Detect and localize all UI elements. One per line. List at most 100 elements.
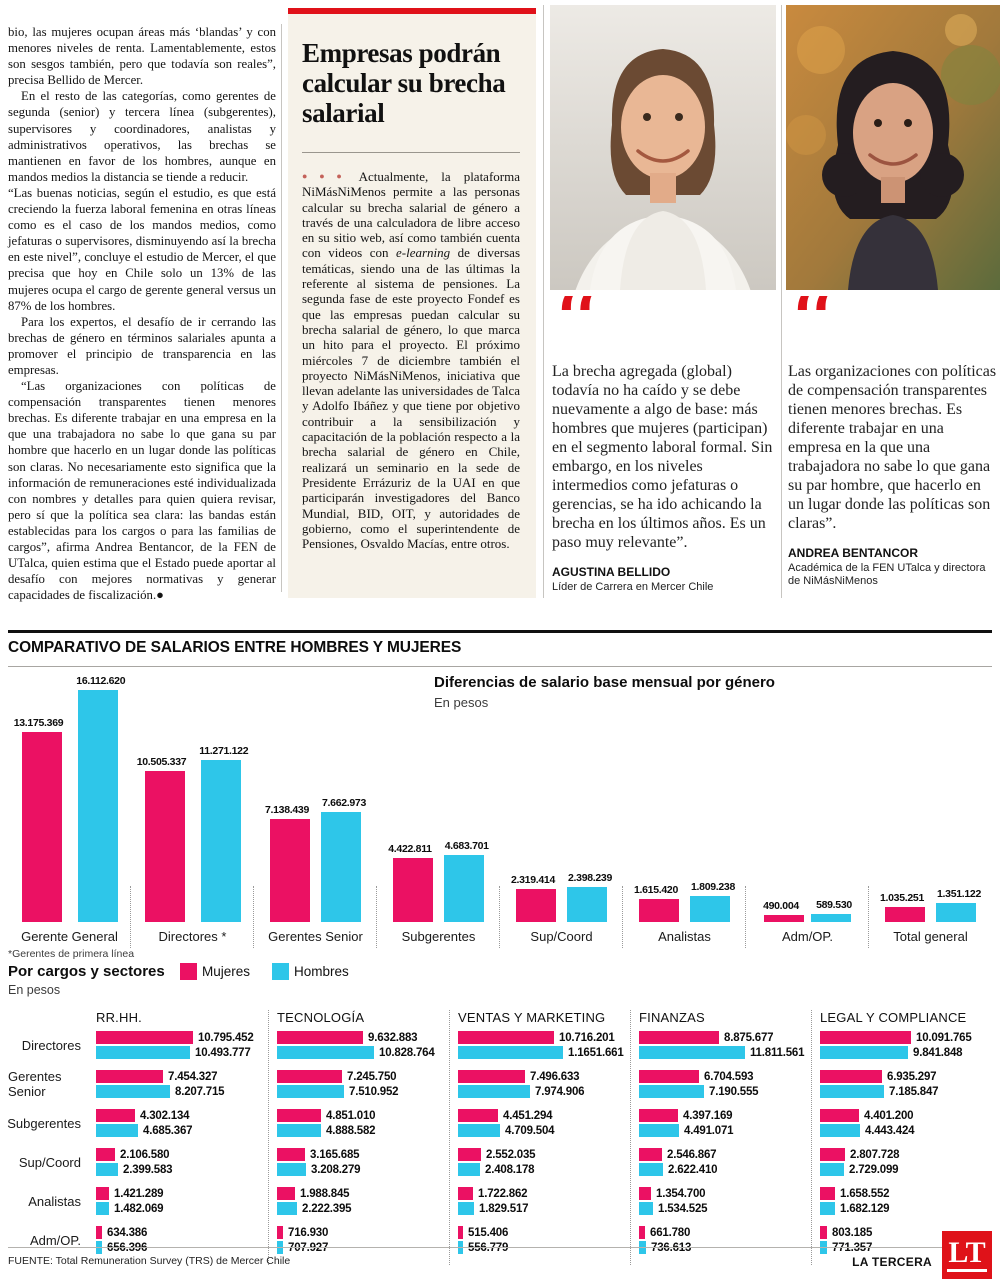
bar-value-label: 3.208.279 bbox=[311, 1163, 361, 1176]
bar-group: 1.615.420 1.809.238 Analistas bbox=[623, 688, 746, 948]
bar-mujeres bbox=[458, 1070, 525, 1083]
category-label: Sup/Coord bbox=[530, 929, 593, 944]
bar-pair: 4.451.294 4.709.504 bbox=[458, 1109, 630, 1137]
portrait-illustration bbox=[550, 5, 776, 290]
bar-pair: 7.496.633 7.974.906 bbox=[458, 1070, 630, 1098]
hbar-row: 8.875.677 bbox=[639, 1031, 811, 1044]
bar-hombres bbox=[820, 1163, 844, 1176]
bar-mujeres bbox=[277, 1226, 283, 1239]
sector-block-subtitle: En pesos bbox=[8, 983, 61, 997]
article-paragraph: “Las organizaciones con políticas de com… bbox=[8, 379, 276, 603]
infographic: COMPARATIVO DE SALARIOS ENTRE HOMBRES Y … bbox=[7, 630, 992, 1283]
bar-wrap: 1.809.238 bbox=[688, 881, 735, 922]
hbar-row: 6.704.593 bbox=[639, 1070, 811, 1083]
bar-hombres bbox=[96, 1046, 190, 1059]
bar-pair: 4.302.134 4.685.367 bbox=[96, 1109, 268, 1137]
bar-value-label: 7.454.327 bbox=[168, 1070, 218, 1083]
bar-wrap: 589.530 bbox=[811, 899, 852, 922]
grouped-bar-chart: Diferencias de salario base mensual por … bbox=[8, 666, 992, 962]
bar-mujeres bbox=[820, 1226, 827, 1239]
bar-mujeres bbox=[277, 1148, 305, 1161]
bar-group: 490.004 589.530 Adm/OP. bbox=[746, 688, 869, 948]
bar-mujeres bbox=[639, 1070, 699, 1083]
bar-hombres bbox=[200, 760, 241, 922]
bar-pair: 4.397.169 4.491.071 bbox=[639, 1109, 811, 1137]
sector-panels: Directores Gerentes Senior Subgerentes Sup/… bbox=[7, 1010, 992, 1265]
quote-author: ANDREA BENTANCOR bbox=[788, 546, 918, 560]
hbar-row: 9.632.883 bbox=[277, 1031, 449, 1044]
bar-value-label: 2.222.395 bbox=[302, 1202, 352, 1215]
bar-value-label: 716.930 bbox=[288, 1226, 329, 1239]
row-label: Directores bbox=[21, 1037, 81, 1053]
category-label: Directores * bbox=[158, 929, 227, 944]
hbar-row: 8.207.715 bbox=[96, 1085, 268, 1098]
bar-value-label: 2.106.580 bbox=[120, 1148, 170, 1161]
bar-value-label: 1.351.122 bbox=[937, 888, 982, 900]
bar-hombres bbox=[458, 1202, 474, 1215]
category-label: Analistas bbox=[658, 929, 711, 944]
bar-hombres bbox=[458, 1124, 500, 1137]
hbar-row: 2.222.395 bbox=[277, 1202, 449, 1215]
bar-value-label: 2.807.728 bbox=[850, 1148, 900, 1161]
bar-mujeres bbox=[820, 1148, 845, 1161]
hbar-row: 716.930 bbox=[277, 1226, 449, 1239]
bar-wrap: 4.683.701 bbox=[442, 840, 489, 922]
article-paragraph: Para los expertos, el desafío de ir cerr… bbox=[8, 314, 276, 377]
hbar-row: 1.354.700 bbox=[639, 1187, 811, 1200]
bar-mujeres bbox=[820, 1070, 882, 1083]
bar-value-label: 9.632.883 bbox=[368, 1031, 418, 1044]
hbar-row: 1.534.525 bbox=[639, 1202, 811, 1215]
hbar-row: 1.421.289 bbox=[96, 1187, 268, 1200]
bar-hombres bbox=[936, 903, 976, 922]
bar-value-label: 4.397.169 bbox=[683, 1109, 733, 1122]
photo-agustina-bellido bbox=[550, 5, 776, 290]
hbar-row: 4.401.200 bbox=[820, 1109, 992, 1122]
bar-value-label: 2.546.867 bbox=[667, 1148, 717, 1161]
bar-value-label: 7.185.847 bbox=[889, 1085, 939, 1098]
hbar-row: 2.399.583 bbox=[96, 1163, 268, 1176]
bar-mujeres bbox=[277, 1070, 342, 1083]
hbar-row: 3.165.685 bbox=[277, 1148, 449, 1161]
bar-hombres bbox=[820, 1085, 884, 1098]
row-labels-column: Directores Gerentes Senior Subgerentes Sup/… bbox=[7, 1010, 88, 1265]
hbar-row: 7.190.555 bbox=[639, 1085, 811, 1098]
category-label: Subgerentes bbox=[401, 929, 476, 944]
hbar-row: 10.716.201 bbox=[458, 1031, 630, 1044]
bar-pair: 1.722.862 1.829.517 bbox=[458, 1187, 630, 1215]
infographic-header: COMPARATIVO DE SALARIOS ENTRE HOMBRES Y … bbox=[8, 630, 992, 667]
hbar-row: 515.406 bbox=[458, 1226, 630, 1239]
bar-wrap: 490.004 bbox=[763, 900, 804, 922]
hbar-row: 10.493.777 bbox=[96, 1046, 268, 1059]
hbar-row: 634.386 bbox=[96, 1226, 268, 1239]
bar-group: 13.175.369 16.112.620 Gerente General bbox=[8, 675, 131, 948]
bar-mujeres bbox=[639, 1109, 678, 1122]
bar-hombres bbox=[277, 1085, 344, 1098]
hbar-row: 2.106.580 bbox=[96, 1148, 268, 1161]
bar-value-label: 6.704.593 bbox=[704, 1070, 754, 1083]
top-chart-groups: 13.175.369 16.112.620 Gerente General 10.50… bbox=[8, 675, 992, 948]
hbar-row: 1.829.517 bbox=[458, 1202, 630, 1215]
bar-value-label: 515.406 bbox=[468, 1226, 509, 1239]
bar-value-label: 1.035.251 bbox=[879, 892, 924, 904]
bar-pair: 6.704.593 7.190.555 bbox=[639, 1070, 811, 1098]
quote-author-role: Líder de Carrera en Mercer Chile bbox=[552, 581, 714, 593]
row-label: Adm/OP. bbox=[29, 1232, 81, 1248]
bar-wrap: 16.112.620 bbox=[73, 675, 126, 922]
bar-mujeres bbox=[96, 1070, 163, 1083]
feature-body-text: Actualmente, la plataforma NiMásNiMenos … bbox=[302, 169, 520, 261]
bar-value-label: 3.165.685 bbox=[310, 1148, 360, 1161]
bar-hombres bbox=[77, 690, 118, 922]
hbar-row: 3.208.279 bbox=[277, 1163, 449, 1176]
feature-box: Empresas podrán calcular su brecha salar… bbox=[288, 8, 536, 598]
feature-body-italic: e-learning bbox=[395, 245, 451, 261]
bar-group: 2.319.414 2.398.239 Sup/Coord bbox=[500, 688, 623, 948]
bar-pair: 7.245.750 7.510.952 bbox=[277, 1070, 449, 1098]
legend-swatch-hombres bbox=[272, 963, 290, 980]
infographic-footer: FUENTE: Total Remuneration Survey (TRS) … bbox=[8, 1247, 992, 1269]
bar-wrap: 1.615.420 bbox=[634, 884, 681, 922]
bar-mujeres bbox=[458, 1031, 554, 1044]
sector-panel: FINANZAS 8.875.677 11.811.561 6.704.593 7.19… bbox=[630, 1010, 811, 1265]
bar-pair: 490.004 589.530 bbox=[746, 688, 869, 922]
bar-pair: 6.935.297 7.185.847 bbox=[820, 1070, 992, 1098]
